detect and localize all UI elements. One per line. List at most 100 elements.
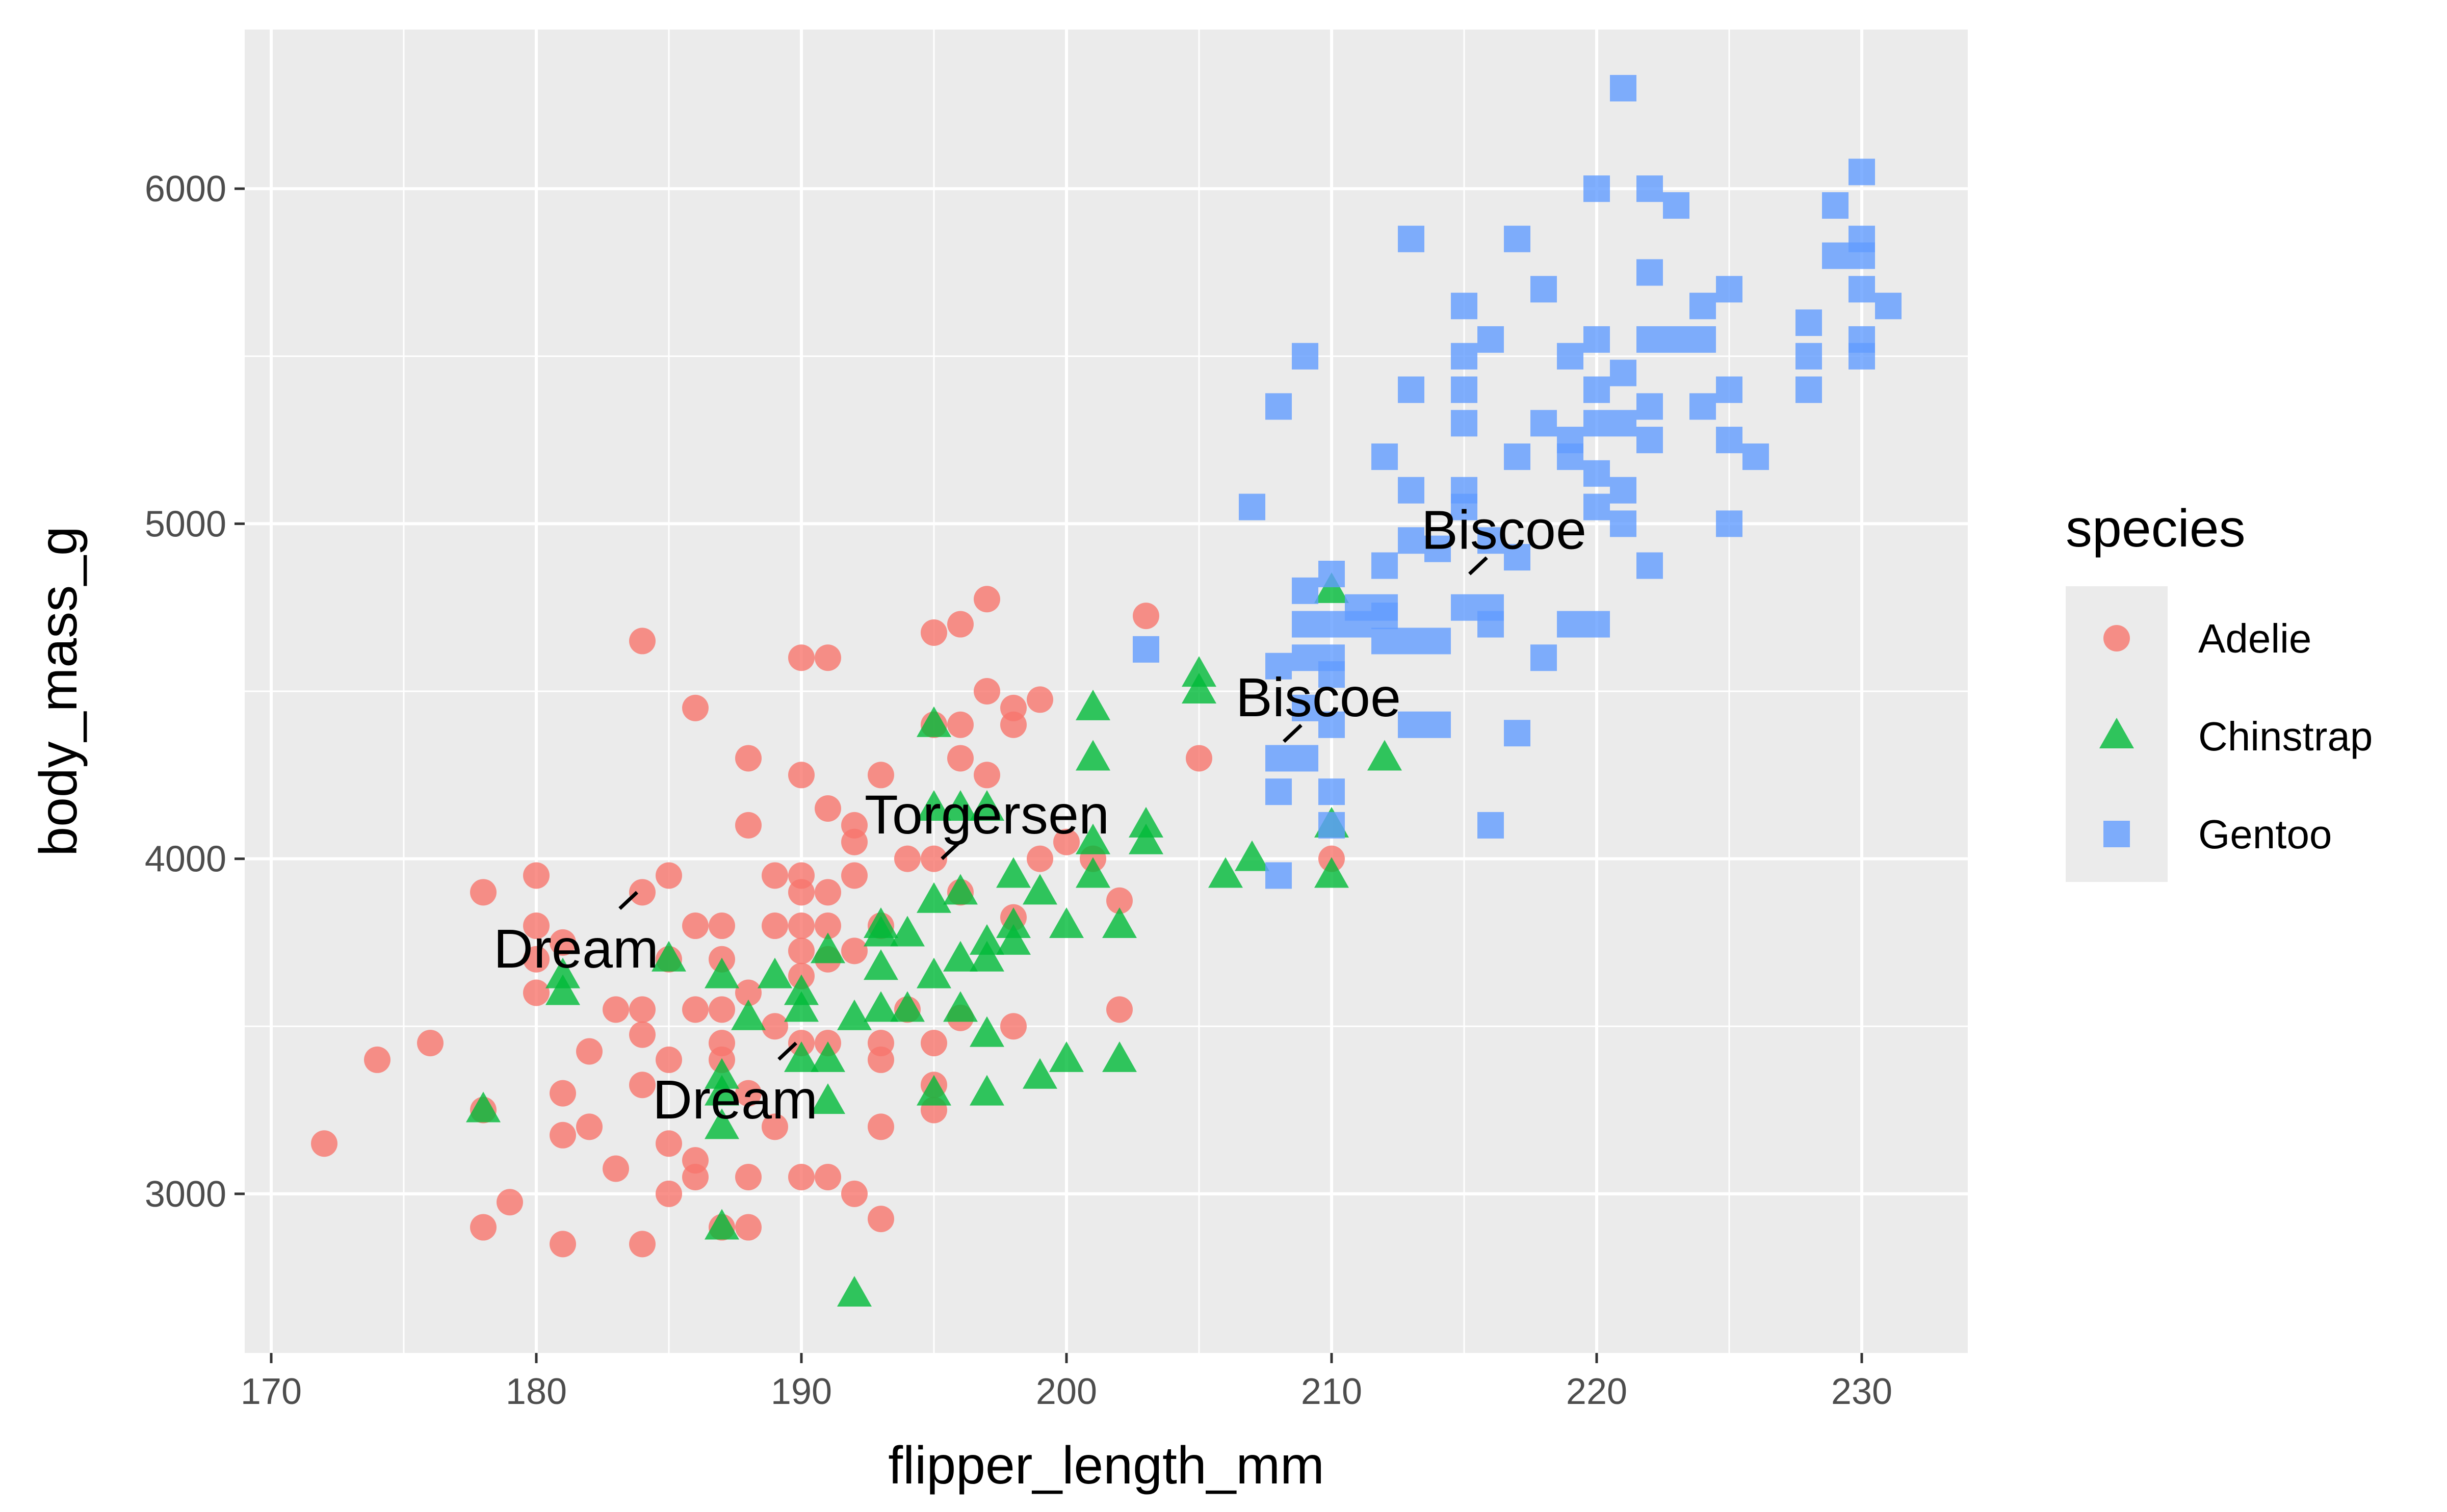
annotation-leader — [618, 891, 638, 910]
data-point — [841, 937, 868, 964]
data-point — [762, 913, 788, 940]
data-point — [917, 706, 951, 737]
data-point — [1875, 293, 1902, 320]
data-point — [1398, 225, 1424, 252]
data-point — [523, 913, 550, 940]
data-point — [1583, 460, 1610, 487]
data-point — [996, 857, 1031, 888]
data-point — [523, 979, 550, 1006]
data-point — [629, 1231, 656, 1258]
data-point — [762, 1113, 788, 1140]
data-point — [815, 1163, 841, 1190]
data-point — [311, 1130, 337, 1157]
data-point — [811, 1083, 845, 1114]
data-point — [784, 991, 819, 1022]
data-point — [784, 974, 819, 1005]
data-point — [974, 586, 1000, 613]
y-tick-label: 3000 — [145, 1174, 226, 1215]
data-point — [1530, 410, 1557, 437]
data-point — [550, 1231, 576, 1258]
data-point — [1424, 628, 1451, 655]
annotation-leader — [941, 841, 960, 861]
annotation-label: Biscoe — [1421, 499, 1586, 561]
data-point — [1636, 326, 1663, 353]
data-point — [837, 999, 872, 1030]
data-point — [974, 762, 1000, 789]
data-point — [656, 1180, 682, 1207]
data-point — [1076, 689, 1110, 720]
data-point — [735, 1080, 762, 1107]
data-point — [1451, 493, 1477, 520]
annotation-leader — [1283, 724, 1303, 743]
data-point — [815, 644, 841, 671]
data-point — [1182, 656, 1216, 687]
data-point — [1076, 857, 1110, 888]
annotation-label: Torgersen — [865, 784, 1109, 845]
y-tick-label: 5000 — [145, 504, 226, 544]
data-point — [523, 862, 550, 889]
data-point — [1292, 644, 1318, 671]
data-point — [1557, 611, 1583, 638]
data-point — [1292, 343, 1318, 370]
data-point — [682, 1163, 709, 1190]
data-point — [1292, 745, 1318, 772]
series-gentoo — [1133, 75, 1902, 889]
data-point — [1716, 276, 1742, 303]
data-point — [1716, 427, 1742, 454]
data-point — [656, 862, 682, 889]
x-tick-label: 200 — [1036, 1371, 1097, 1412]
data-point — [1371, 628, 1398, 655]
data-point — [1451, 376, 1477, 403]
data-point — [1000, 1013, 1027, 1040]
legend-label: Adelie — [2198, 616, 2311, 661]
data-point — [1133, 636, 1159, 663]
legend-key-chinstrap — [2099, 718, 2134, 748]
legend-key-adelie — [2103, 625, 2130, 651]
x-tick-label: 190 — [771, 1371, 832, 1412]
data-point — [1583, 410, 1610, 437]
data-point — [1239, 493, 1265, 520]
data-point — [1689, 293, 1716, 320]
data-point — [1318, 560, 1345, 587]
data-point — [970, 1016, 1004, 1047]
data-point — [1106, 887, 1133, 914]
data-point — [1049, 1041, 1084, 1072]
data-point — [1610, 359, 1636, 386]
data-point — [1504, 443, 1530, 470]
data-points — [311, 75, 1902, 1307]
data-point — [1636, 427, 1663, 454]
data-point — [629, 628, 656, 655]
data-point — [841, 1180, 868, 1207]
data-point — [815, 795, 841, 822]
data-point — [1742, 443, 1769, 470]
data-point — [576, 1038, 603, 1065]
data-point — [1371, 552, 1398, 579]
data-point — [1716, 510, 1742, 537]
data-point — [1610, 75, 1636, 102]
data-point — [1557, 343, 1583, 370]
data-point — [788, 879, 815, 906]
data-point — [1557, 443, 1583, 470]
data-point — [1849, 276, 1875, 303]
data-point — [943, 991, 978, 1022]
data-point — [788, 762, 815, 789]
data-point — [1477, 812, 1504, 839]
data-point — [1636, 175, 1663, 202]
data-point — [1318, 711, 1345, 738]
data-point — [970, 790, 1004, 821]
data-point — [1053, 828, 1080, 855]
annotation-label: Dream — [653, 1068, 818, 1130]
data-point — [1102, 907, 1137, 939]
data-point — [921, 845, 947, 872]
data-point — [1318, 778, 1345, 805]
data-point — [1318, 812, 1345, 839]
data-point — [1106, 996, 1133, 1023]
data-point — [996, 907, 1031, 939]
annotation-label: Dream — [493, 918, 659, 979]
data-point — [1129, 823, 1163, 854]
data-point — [1345, 611, 1371, 638]
data-point — [1398, 477, 1424, 504]
data-point — [868, 762, 894, 789]
data-point — [735, 1163, 762, 1190]
data-point — [682, 694, 709, 721]
